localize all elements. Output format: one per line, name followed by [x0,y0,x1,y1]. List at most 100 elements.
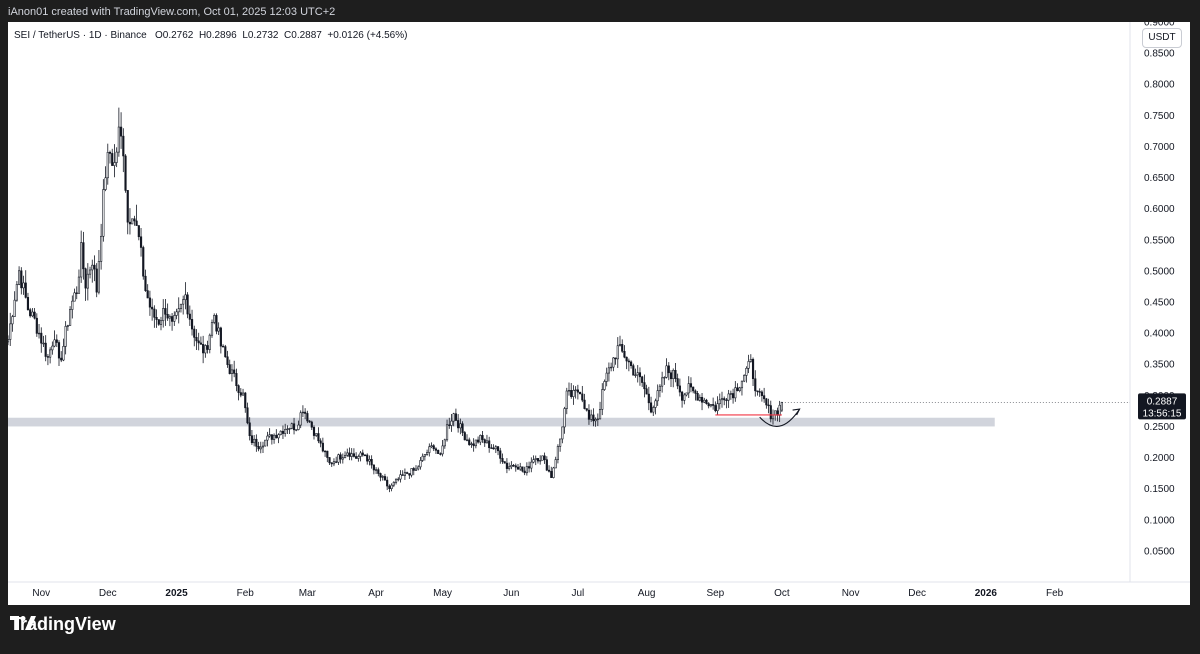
candle [412,466,415,476]
footer-bar [0,605,1200,654]
candle [700,392,704,411]
candle [709,403,712,408]
candle [780,401,783,413]
candle [317,427,320,444]
candle [649,396,653,414]
candle [146,284,149,299]
candle [530,457,533,473]
candle [182,295,185,315]
candle [297,420,300,431]
candle [301,405,304,417]
candle [259,441,262,454]
candle [255,434,258,452]
candle [137,225,140,241]
x-tick-label: Nov [32,588,50,599]
candle [410,468,413,478]
candle [390,483,393,492]
candle [383,473,387,481]
candle [494,445,497,454]
candle [758,388,761,397]
candle [488,436,491,453]
candle [217,322,220,335]
candle [162,299,165,328]
candle [459,418,462,435]
support-zone[interactable] [8,417,995,427]
candle [270,434,273,445]
candle [335,456,338,464]
candle [561,426,564,444]
candle [525,462,528,476]
candle [295,429,298,432]
chart-panel[interactable]: 0.05000.10000.15000.20000.25000.30000.35… [8,22,1190,605]
candle [665,358,668,379]
candle [463,431,466,441]
candle [720,391,724,408]
y-tick-label: 0.2000 [1144,453,1175,464]
candle [108,150,112,164]
candle [647,386,650,411]
x-tick-label: 2025 [165,588,188,599]
candle [621,339,624,353]
candle [197,332,200,351]
candle [222,344,225,348]
candle [226,350,229,368]
candle [284,423,287,437]
candle [215,313,218,335]
candle [543,452,546,464]
x-tick-label: May [433,588,452,599]
candle [754,370,757,397]
candle [261,441,265,453]
candle [8,335,10,346]
candle [142,245,145,280]
candle [379,472,382,482]
candle [115,147,118,168]
candle [75,286,78,300]
candle [86,263,89,301]
candle [206,340,209,354]
candle [681,390,684,408]
symbol-label[interactable]: SEI / TetherUS · 1D · Binance [14,30,147,41]
candle [188,305,191,326]
x-tick-label: 2026 [975,588,998,599]
candle [80,230,83,283]
candle [654,398,657,415]
candle [536,458,540,464]
last-price-badge [1138,393,1186,420]
arrow-head-icon [792,408,801,416]
candle [304,408,307,420]
candle [457,414,460,433]
candle [193,325,196,347]
candle [290,422,293,430]
candle [35,313,38,337]
candle [370,455,373,469]
candle [603,379,606,391]
candle [77,269,81,294]
candle [199,336,202,345]
candle [102,179,105,242]
candle [195,329,198,350]
credit-bar: iAnon01 created with TradingView.com, Oc… [0,0,1200,22]
candle [419,457,422,470]
tradingview-brand[interactable]: TradingView [10,614,116,635]
candle [388,484,391,493]
candle [312,425,316,440]
candle [144,269,147,292]
candle [470,441,473,448]
candle [91,259,94,283]
candle [630,360,633,369]
candle [394,478,398,485]
candle [732,388,735,404]
candle [477,436,480,444]
candle [539,455,542,465]
candlestick-chart[interactable]: 0.05000.10000.15000.20000.25000.30000.35… [8,22,1190,605]
candle [627,358,630,372]
candle [689,377,693,393]
y-tick-label: 0.4000 [1144,329,1175,340]
candle [574,386,577,399]
bounce-arrow[interactable] [759,408,801,427]
candle [468,437,471,446]
candle [749,354,752,363]
y-tick-label: 0.7500 [1144,111,1175,122]
y-tick-label: 0.7000 [1144,142,1175,153]
currency-selector[interactable]: USDT [1142,28,1182,48]
